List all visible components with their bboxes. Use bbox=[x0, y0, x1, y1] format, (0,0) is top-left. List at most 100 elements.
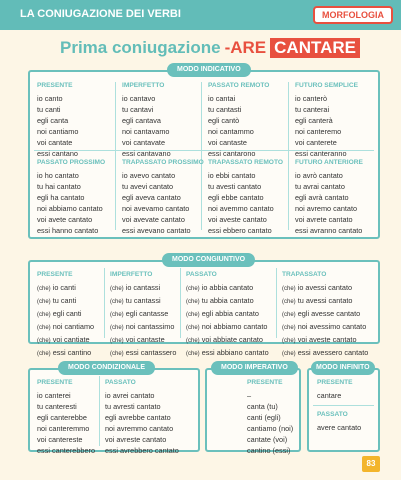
infinito-passato: PASSATO avere cantato bbox=[317, 409, 361, 433]
che-prefix: (che) bbox=[282, 351, 296, 357]
verb-form: io canti bbox=[52, 283, 76, 292]
conjugation-line: io ebbi cantato bbox=[208, 171, 256, 180]
page-title: Prima coniugazione -ARE CANTARE bbox=[60, 38, 361, 58]
indicativo-sep-3 bbox=[288, 82, 289, 230]
conjugation-line: (che) voi aveste cantato bbox=[282, 334, 368, 347]
imperativo-presente: PRESENTE – canta (tu) canti (egli) canti… bbox=[247, 377, 293, 456]
che-prefix: (che) bbox=[37, 286, 51, 292]
conjugation-line: (che) voi cantaste bbox=[110, 334, 176, 347]
conjugation-line: – bbox=[247, 391, 252, 400]
conjugation-line: voi avreste cantato bbox=[105, 435, 167, 444]
indicativo-passato-remoto: PASSATO REMOTO io cantai tu cantasti egl… bbox=[208, 80, 269, 159]
conjugation-line: tu avesti cantato bbox=[208, 182, 262, 191]
conjugation-line: essi cantarono bbox=[208, 149, 256, 158]
conjugation-line: (che) egli cantasse bbox=[110, 308, 176, 321]
header-bar: LA CONIUGAZIONE DEI VERBI MORFOLOGIA bbox=[0, 0, 401, 30]
conjugation-line: essi hanno cantato bbox=[37, 226, 99, 235]
indicativo-sep-1 bbox=[115, 82, 116, 230]
congiuntivo-trapassato: TRAPASSATO (che) io avessi cantato (che)… bbox=[282, 269, 368, 360]
conjugation-line: essi avevano cantato bbox=[122, 226, 191, 235]
che-prefix: (che) bbox=[186, 338, 200, 344]
tense-heading: PASSATO bbox=[186, 271, 217, 278]
conjugation-line: (che) noi cantassimo bbox=[110, 321, 176, 334]
congiuntivo-imperfetto: IMPERFETTO (che) io cantassi (che) tu ca… bbox=[110, 269, 176, 360]
tense-heading: PRESENTE bbox=[37, 82, 73, 89]
indicativo-imperfetto: IMPERFETTO io cantavo tu cantavi egli ca… bbox=[122, 80, 171, 159]
che-prefix: (che) bbox=[110, 338, 124, 344]
conjugation-line: egli canterà bbox=[295, 116, 333, 125]
tense-heading: TRAPASSATO PROSSIMO bbox=[122, 159, 204, 166]
conjugation-line: (che) egli avesse cantato bbox=[282, 308, 368, 321]
tense-heading: PRESENTE bbox=[317, 379, 353, 386]
verb-form: tu abbia cantato bbox=[201, 296, 254, 305]
conjugation-line: egli ebbe cantato bbox=[208, 193, 264, 202]
conjugation-line: cantiamo (noi) bbox=[247, 424, 294, 433]
conjugation-line: noi avevamo cantato bbox=[122, 204, 190, 213]
che-prefix: (che) bbox=[282, 299, 296, 305]
conjugation-line: io avevo cantato bbox=[122, 171, 176, 180]
infinito-presente: PRESENTE cantare bbox=[317, 377, 353, 401]
infinito-label: MODO INFINITO bbox=[311, 361, 375, 375]
che-prefix: (che) bbox=[186, 286, 200, 292]
conjugation-line: avere cantato bbox=[317, 423, 362, 432]
conjugation-line: io cantai bbox=[208, 94, 236, 103]
conjugation-line: egli canta bbox=[37, 116, 69, 125]
verb-form: tu canti bbox=[52, 296, 77, 305]
indicativo-presente: PRESENTE io canto tu canti egli canta no… bbox=[37, 80, 78, 159]
congiuntivo-passato: PASSATO (che) io abbia cantato (che) tu … bbox=[186, 269, 269, 360]
verb-form: voi cantiate bbox=[52, 335, 90, 344]
tense-heading: PASSATO PROSSIMO bbox=[37, 159, 106, 166]
verb-form: voi cantaste bbox=[125, 335, 165, 344]
title-main: Prima coniugazione bbox=[60, 38, 221, 57]
conjugation-line: io ho cantato bbox=[37, 171, 79, 180]
verb-form: io abbia cantato bbox=[201, 283, 254, 292]
conjugation-line: noi cantavamo bbox=[122, 127, 170, 136]
conjugation-line: tu cantavi bbox=[122, 105, 154, 114]
conjugation-line: voi cantaste bbox=[208, 138, 247, 147]
indicativo-box bbox=[28, 70, 380, 239]
conjugation-line: noi canteremo bbox=[295, 127, 342, 136]
title-ending: -ARE bbox=[224, 38, 267, 57]
congiuntivo-sep-1 bbox=[104, 268, 105, 338]
conjugation-line: egli ha cantato bbox=[37, 193, 85, 202]
conjugation-line: (che) egli canti bbox=[37, 308, 94, 321]
verb-form: io avessi cantato bbox=[297, 283, 353, 292]
conjugation-line: io canterò bbox=[295, 94, 328, 103]
conjugation-line: (che) essi cantino bbox=[37, 347, 94, 360]
conjugation-line: (che) voi abbiate cantato bbox=[186, 334, 269, 347]
conjugation-line: voi cantavate bbox=[122, 138, 165, 147]
conjugation-line: essi ebbero cantato bbox=[208, 226, 272, 235]
conjugation-line: (che) tu canti bbox=[37, 295, 94, 308]
page-number: 83 bbox=[362, 456, 380, 472]
verb-form: egli avesse cantato bbox=[297, 309, 361, 318]
conjugation-line: tu cantasti bbox=[208, 105, 242, 114]
indicativo-label: MODO INDICATIVO bbox=[167, 63, 251, 77]
conjugation-line: essi cantano bbox=[37, 149, 78, 158]
conjugation-line: egli cantava bbox=[122, 116, 161, 125]
conjugation-line: (che) tu abbia cantato bbox=[186, 295, 269, 308]
verb-form: voi abbiate cantato bbox=[201, 335, 263, 344]
conjugation-line: canti (egli) bbox=[247, 413, 281, 422]
conjugation-line: (che) tu avessi cantato bbox=[282, 295, 368, 308]
conjugation-line: tu avrai cantato bbox=[295, 182, 345, 191]
tense-heading: PASSATO bbox=[105, 379, 136, 386]
verb-form: voi aveste cantato bbox=[297, 335, 357, 344]
congiuntivo-box bbox=[28, 260, 380, 344]
conjugation-line: egli avrà cantato bbox=[295, 193, 349, 202]
tense-heading: TRAPASSATO REMOTO bbox=[208, 159, 283, 166]
conjugation-line: essi avranno cantato bbox=[295, 226, 363, 235]
che-prefix: (che) bbox=[37, 312, 51, 318]
verb-form: essi cantino bbox=[52, 348, 92, 357]
conjugation-line: (che) essi cantassero bbox=[110, 347, 176, 360]
verb-form: essi cantassero bbox=[125, 348, 177, 357]
tense-heading: PRESENTE bbox=[247, 379, 283, 386]
conjugation-line: (che) noi avessimo cantato bbox=[282, 321, 368, 334]
conjugation-line: noi avremo cantato bbox=[295, 204, 358, 213]
conjugation-line: (che) egli abbia cantato bbox=[186, 308, 269, 321]
conjugation-line: noi avemmo cantato bbox=[208, 204, 274, 213]
conjugation-line: (che) tu cantassi bbox=[110, 295, 176, 308]
che-prefix: (che) bbox=[282, 325, 296, 331]
verb-form: egli cantasse bbox=[125, 309, 169, 318]
tense-heading: PASSATO bbox=[317, 411, 348, 418]
tense-heading: PASSATO REMOTO bbox=[208, 82, 270, 89]
